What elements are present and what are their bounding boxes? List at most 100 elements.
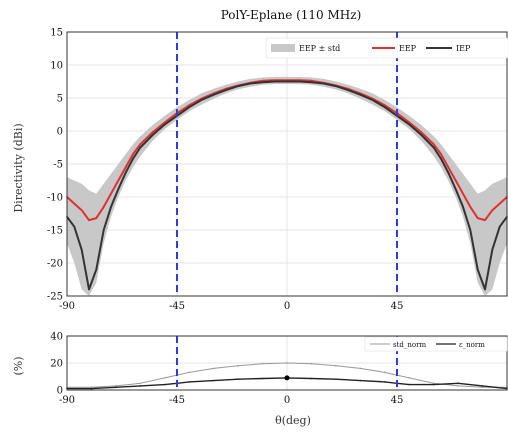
data-point xyxy=(80,209,83,211)
legend-label-band: EEP ± std xyxy=(299,44,340,53)
legend-bottom: std_norm ε_norm xyxy=(364,336,508,352)
y-tick-label: -15 xyxy=(47,226,63,237)
data-point xyxy=(139,382,142,385)
data-point xyxy=(457,385,459,387)
y-axis-label-directivity: Directivity (dBi) xyxy=(12,123,25,212)
data-point xyxy=(88,288,90,291)
y-tick-label: -5 xyxy=(53,160,63,171)
data-point xyxy=(310,377,313,380)
x-tick-label: 0 xyxy=(284,395,290,406)
data-point xyxy=(298,80,301,83)
data-point xyxy=(440,157,442,160)
data-point xyxy=(484,219,486,221)
data-point xyxy=(481,386,484,389)
data-point xyxy=(110,192,112,195)
data-point xyxy=(335,364,337,367)
data-point xyxy=(212,367,215,370)
data-point xyxy=(286,362,288,364)
y-tick-label: 40 xyxy=(50,332,63,343)
data-point xyxy=(440,153,442,155)
data-point xyxy=(383,104,386,107)
data-point xyxy=(110,206,112,208)
data-point xyxy=(90,386,93,389)
legend-swatch-band xyxy=(271,44,295,52)
data-point xyxy=(335,85,337,87)
data-point xyxy=(261,377,264,380)
data-point xyxy=(469,206,472,208)
y-tick-label: -25 xyxy=(47,292,63,303)
y-tick-label: -20 xyxy=(47,259,63,270)
data-point xyxy=(88,219,90,221)
y-tick-label: 15 xyxy=(50,28,63,39)
x-tick-label: -90 xyxy=(59,395,75,406)
data-point xyxy=(432,382,435,385)
x-axis-label-theta: θ(deg) xyxy=(275,414,311,427)
data-point xyxy=(457,382,459,385)
y-tick-label: 5 xyxy=(57,94,63,105)
plot-frame xyxy=(66,31,508,297)
data-point xyxy=(383,381,386,383)
data-point xyxy=(462,192,464,195)
chart-title: PolY-Eplane (110 MHz) xyxy=(221,8,362,22)
directivity-plot: -90 -45 0 45 15 10 5 0 -5 -10 -15 -20 -25 xyxy=(47,28,508,312)
legend-label-eep: EEP xyxy=(399,44,417,53)
data-point xyxy=(163,121,166,124)
legend-label-std: std_norm xyxy=(393,341,426,349)
data-point xyxy=(237,364,239,367)
data-point xyxy=(408,123,411,126)
data-point xyxy=(359,367,362,370)
data-point xyxy=(408,377,411,379)
data-point xyxy=(432,143,435,145)
data-point xyxy=(225,89,227,91)
data-point xyxy=(462,206,464,208)
data-point xyxy=(491,209,494,211)
data-point xyxy=(95,268,98,271)
y-tick-label: 20 xyxy=(50,359,63,370)
data-point xyxy=(139,385,142,387)
data-point xyxy=(420,131,423,134)
data-point xyxy=(432,146,435,149)
y-tick-label: 10 xyxy=(50,61,63,72)
data-point xyxy=(476,217,479,219)
data-point xyxy=(188,104,191,107)
data-point xyxy=(310,81,313,83)
data-point xyxy=(124,166,127,169)
data-point xyxy=(117,179,120,182)
data-point xyxy=(163,123,166,126)
data-point xyxy=(73,202,76,205)
y-tick-label: 0 xyxy=(57,127,63,138)
x-tick-label: 45 xyxy=(391,395,404,406)
data-point xyxy=(408,383,411,386)
data-point xyxy=(151,134,154,136)
data-point xyxy=(476,268,479,271)
data-point xyxy=(261,81,264,83)
plot-frame xyxy=(66,335,508,391)
data-point xyxy=(491,249,494,251)
data-point xyxy=(117,188,120,190)
x-tick-label: 0 xyxy=(284,301,290,312)
data-point xyxy=(454,188,457,190)
data-point xyxy=(335,378,337,381)
data-point xyxy=(347,89,349,91)
data-point xyxy=(286,80,288,83)
data-point xyxy=(447,166,450,169)
x-tick-label: 45 xyxy=(391,301,404,312)
legend-label-eps: ε_norm xyxy=(459,341,485,349)
legend-label-iep: IEP xyxy=(456,44,471,53)
data-point xyxy=(132,153,134,155)
x-tick-label: -45 xyxy=(169,395,185,406)
legend-top: EEP ± std EEP IEP xyxy=(265,37,508,59)
data-point xyxy=(200,99,203,101)
data-point xyxy=(359,379,362,382)
data-point xyxy=(102,206,105,208)
data-point xyxy=(310,362,313,365)
data-point xyxy=(73,225,76,228)
data-point xyxy=(261,362,264,365)
data-point xyxy=(212,93,215,96)
data-point xyxy=(273,80,276,83)
data-point xyxy=(139,146,142,149)
data-point xyxy=(469,229,472,231)
data-point xyxy=(454,179,457,182)
data-point xyxy=(498,225,501,228)
data-point xyxy=(124,171,127,174)
